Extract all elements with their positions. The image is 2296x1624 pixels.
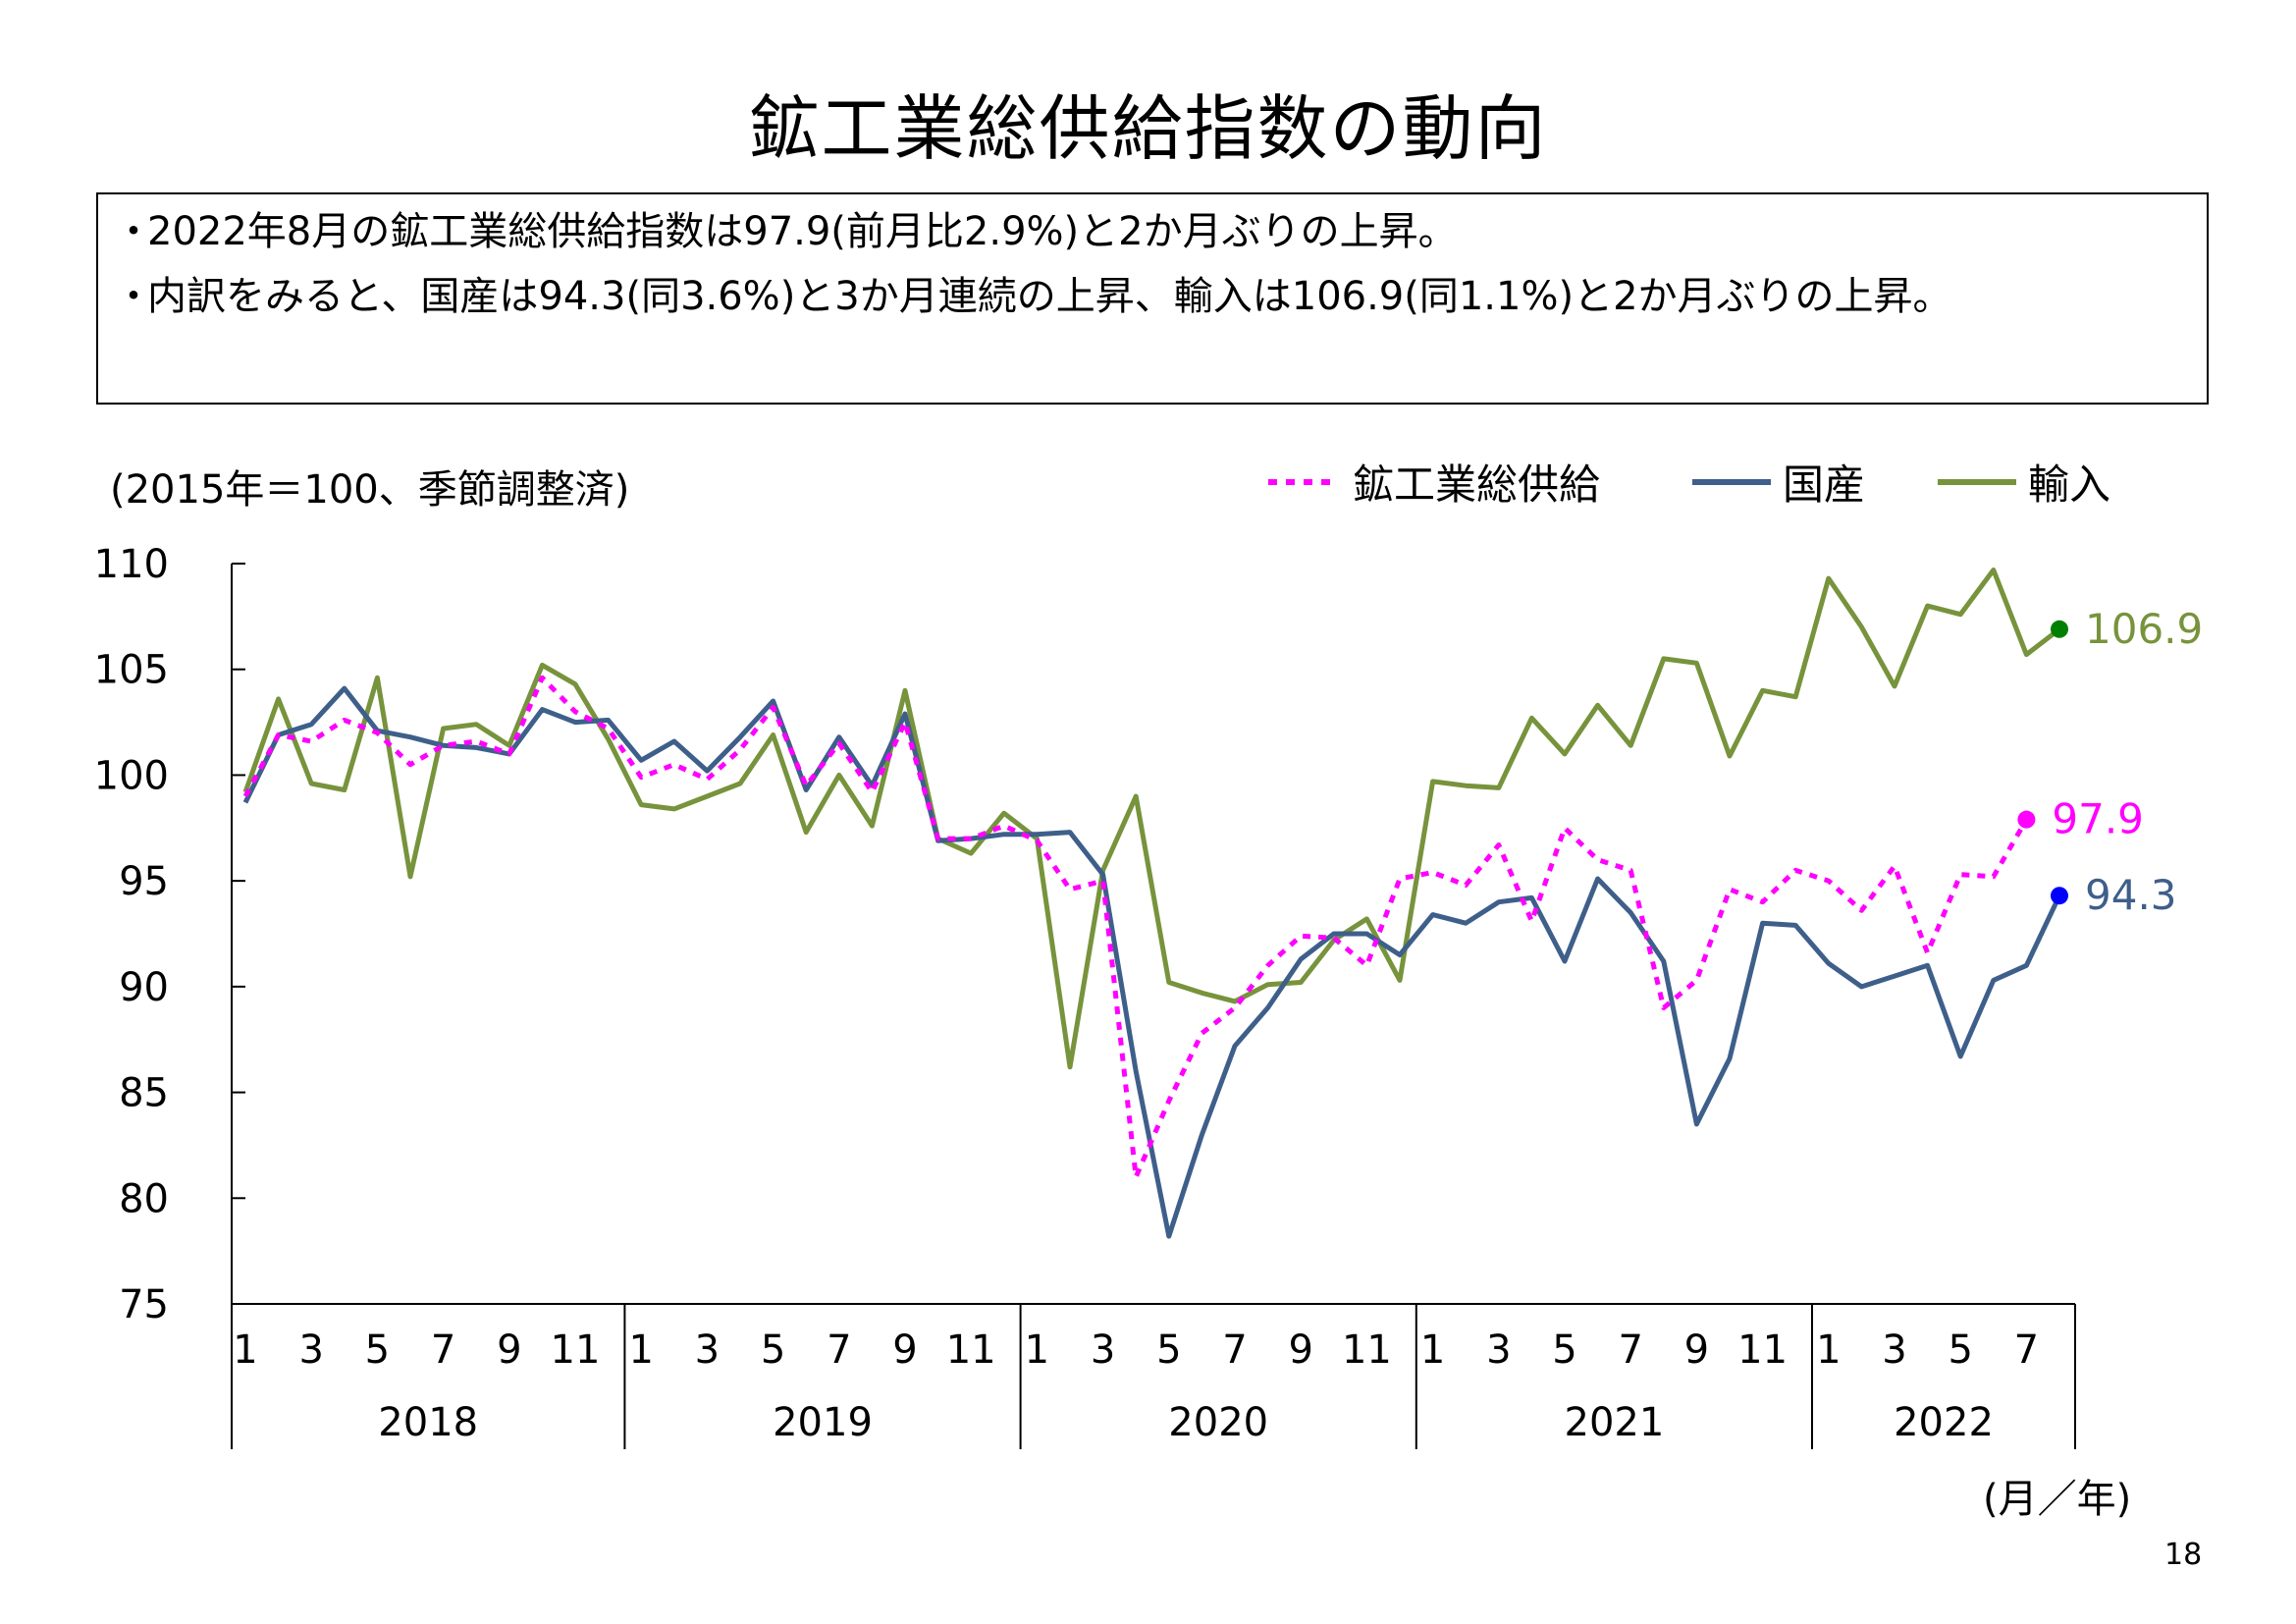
x-tick-label: 9	[1684, 1327, 1709, 1373]
series-line-1	[242, 685, 2062, 1239]
x-tick-label: 1	[1420, 1327, 1445, 1373]
summary-box: ・ 2022年8月の鉱工業総供給指数は97.9(前月比2.9%)と2か月ぶりの上…	[96, 192, 2209, 405]
series-line-2	[242, 568, 2061, 1070]
x-tick-label: 3	[695, 1327, 720, 1373]
x-tick-label: 9	[497, 1327, 521, 1373]
y-tick-label: 110	[94, 542, 169, 587]
y-tick-label: 75	[119, 1282, 169, 1327]
legend-swatch-total	[1268, 478, 1339, 485]
series-end-point	[2017, 810, 2036, 829]
y-tick-label: 85	[119, 1071, 169, 1116]
x-tick-label: 3	[1091, 1327, 1115, 1373]
series-end-point	[2051, 620, 2068, 638]
x-tick-label: 7	[1222, 1327, 1247, 1373]
year-label: 2019	[773, 1400, 873, 1445]
x-tick-label: 3	[1882, 1327, 1906, 1373]
y-tick-label: 90	[119, 965, 169, 1010]
x-tick-label: 7	[1618, 1327, 1642, 1373]
legend-swatch-import	[1938, 478, 2016, 485]
x-tick-label: 5	[1156, 1327, 1181, 1373]
series-end-label: 94.3	[2085, 871, 2177, 919]
x-tick-label: 5	[1948, 1327, 1972, 1373]
x-tick-label: 11	[1737, 1327, 1788, 1373]
x-tick-label: 11	[946, 1327, 996, 1373]
bullet-mark: ・	[114, 274, 153, 319]
x-tick-label: 1	[233, 1327, 257, 1373]
y-tick-label: 100	[94, 753, 169, 798]
x-tick-label: 5	[1552, 1327, 1576, 1373]
x-tick-label: 5	[761, 1327, 785, 1373]
x-tick-label: 9	[892, 1327, 917, 1373]
x-tick-label: 1	[628, 1327, 653, 1373]
year-label: 2022	[1894, 1400, 1994, 1445]
page-title: 鉱工業総供給指数の動向	[748, 87, 1548, 170]
summary-bullet: ・ 内訳をみると、国産は94.3(同3.6%)と3か月連続の上昇、輸入は106.…	[114, 273, 2191, 320]
legend-item-total: 鉱工業総供給	[1264, 452, 1600, 512]
series-end-label: 106.9	[2085, 605, 2203, 653]
x-tick-label: 1	[1816, 1327, 1841, 1373]
x-tick-label: 7	[431, 1327, 455, 1373]
series-end-label: 97.9	[2052, 795, 2144, 843]
x-tick-label: 3	[1486, 1327, 1511, 1373]
x-tick-label: 9	[1288, 1327, 1312, 1373]
x-axis-unit: (月／年)	[1983, 1477, 2132, 1522]
summary-text: 内訳をみると、国産は94.3(同3.6%)と3か月連続の上昇、輸入は106.9(…	[147, 274, 1952, 319]
bullet-mark: ・	[114, 209, 153, 254]
year-label: 2020	[1168, 1400, 1268, 1445]
year-label: 2018	[378, 1400, 478, 1445]
summary-bullet: ・ 2022年8月の鉱工業総供給指数は97.9(前月比2.9%)と2か月ぶりの上…	[114, 208, 2191, 255]
legend-swatch-domestic	[1692, 478, 1771, 485]
legend-item-domestic: 国産	[1690, 452, 1865, 512]
legend-label-import: 輸入	[2028, 460, 2111, 509]
x-tick-label: 7	[827, 1327, 851, 1373]
x-tick-label: 5	[365, 1327, 390, 1373]
series-line-0	[242, 675, 2029, 1180]
x-tick-label: 11	[1342, 1327, 1392, 1373]
series-end-point	[2051, 887, 2068, 905]
x-tick-label: 1	[1025, 1327, 1049, 1373]
y-tick-label: 95	[119, 859, 169, 904]
unit-note: (2015年＝100、季節調整済)	[110, 467, 630, 513]
legend-label-domestic: 国産	[1783, 460, 1866, 509]
x-tick-label: 11	[551, 1327, 601, 1373]
year-label: 2021	[1565, 1400, 1665, 1445]
y-tick-label: 80	[119, 1176, 169, 1221]
legend-item-import: 輸入	[1936, 452, 2110, 512]
summary-text: 2022年8月の鉱工業総供給指数は97.9(前月比2.9%)と2か月ぶりの上昇。	[147, 209, 1458, 254]
page-number: 18	[2164, 1538, 2203, 1572]
x-tick-label: 7	[2014, 1327, 2039, 1373]
x-tick-label: 3	[298, 1327, 323, 1373]
legend-label-total: 鉱工業総供給	[1353, 460, 1601, 509]
y-tick-label: 105	[94, 648, 169, 693]
